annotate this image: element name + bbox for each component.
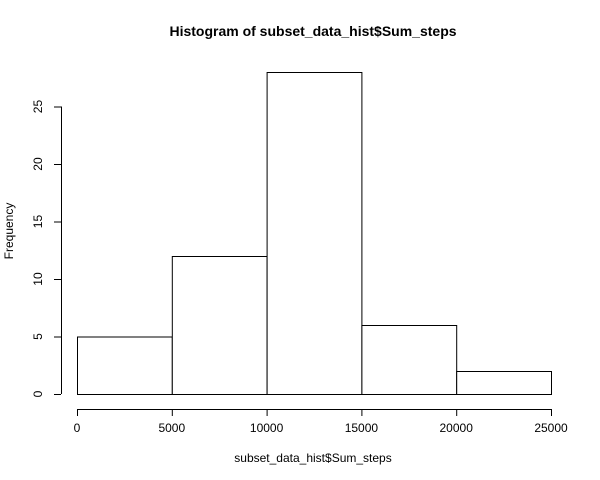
x-tick-label: 15000 — [345, 421, 379, 435]
x-tick-label: 5000 — [158, 421, 185, 435]
histogram-bar-5 — [456, 371, 553, 395]
y-tick-label: 5 — [31, 333, 45, 340]
bars-group — [77, 72, 553, 395]
histogram-bar-1 — [77, 336, 173, 395]
x-tick-label: 25000 — [534, 421, 568, 435]
y-tick-label: 10 — [31, 272, 45, 286]
histogram-bar-4 — [361, 325, 458, 395]
y-tick-label: 20 — [31, 157, 45, 171]
y-tick-label: 25 — [31, 100, 45, 114]
histogram-bar-3 — [266, 72, 363, 395]
x-axis-label: subset_data_hist$Sum_steps — [234, 451, 391, 465]
x-tick-label: 0 — [74, 421, 81, 435]
y-tick-label: 15 — [31, 215, 45, 229]
y-axis-label: Frequency — [2, 203, 16, 260]
x-axis: 0 5000 10000 15000 20000 25000 — [74, 409, 568, 435]
y-tick-label: 0 — [31, 390, 45, 397]
x-tick-label: 20000 — [440, 421, 474, 435]
x-tick-label: 10000 — [250, 421, 284, 435]
chart-title: Histogram of subset_data_hist$Sum_steps — [169, 23, 456, 39]
histogram-bar-2 — [171, 256, 268, 395]
y-axis: 0 5 10 15 20 25 — [31, 100, 62, 397]
